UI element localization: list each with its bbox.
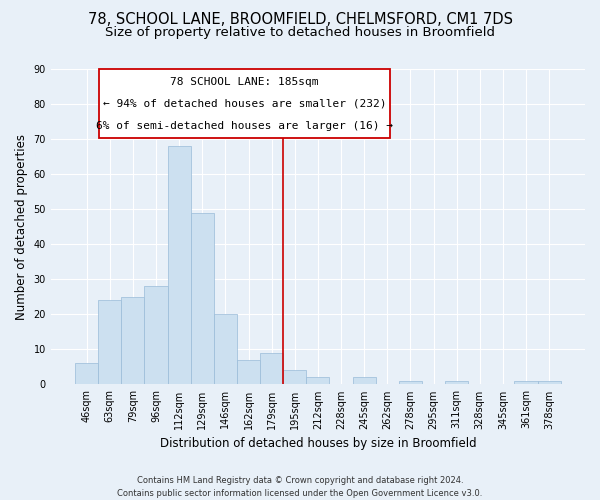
Bar [538,381,561,384]
Bar [307,378,329,384]
Bar [399,381,422,384]
Text: Contains HM Land Registry data © Crown copyright and database right 2024.
Contai: Contains HM Land Registry data © Crown c… [118,476,482,498]
Bar [514,381,538,384]
Bar [145,286,167,384]
Bar [191,212,214,384]
Text: 6% of semi-detached houses are larger (16) →: 6% of semi-detached houses are larger (1… [96,121,393,131]
X-axis label: Distribution of detached houses by size in Broomfield: Distribution of detached houses by size … [160,437,476,450]
Text: 78, SCHOOL LANE, BROOMFIELD, CHELMSFORD, CM1 7DS: 78, SCHOOL LANE, BROOMFIELD, CHELMSFORD,… [88,12,512,28]
Bar [283,370,307,384]
Text: Size of property relative to detached houses in Broomfield: Size of property relative to detached ho… [105,26,495,39]
Text: 78 SCHOOL LANE: 185sqm: 78 SCHOOL LANE: 185sqm [170,77,319,87]
Bar [98,300,121,384]
Bar [260,353,283,384]
Bar [237,360,260,384]
Bar [445,381,468,384]
FancyBboxPatch shape [99,69,390,138]
Y-axis label: Number of detached properties: Number of detached properties [15,134,28,320]
Bar [353,378,376,384]
Bar [214,314,237,384]
Bar [121,297,145,384]
Text: ← 94% of detached houses are smaller (232): ← 94% of detached houses are smaller (23… [103,99,386,109]
Bar [75,364,98,384]
Bar [167,146,191,384]
